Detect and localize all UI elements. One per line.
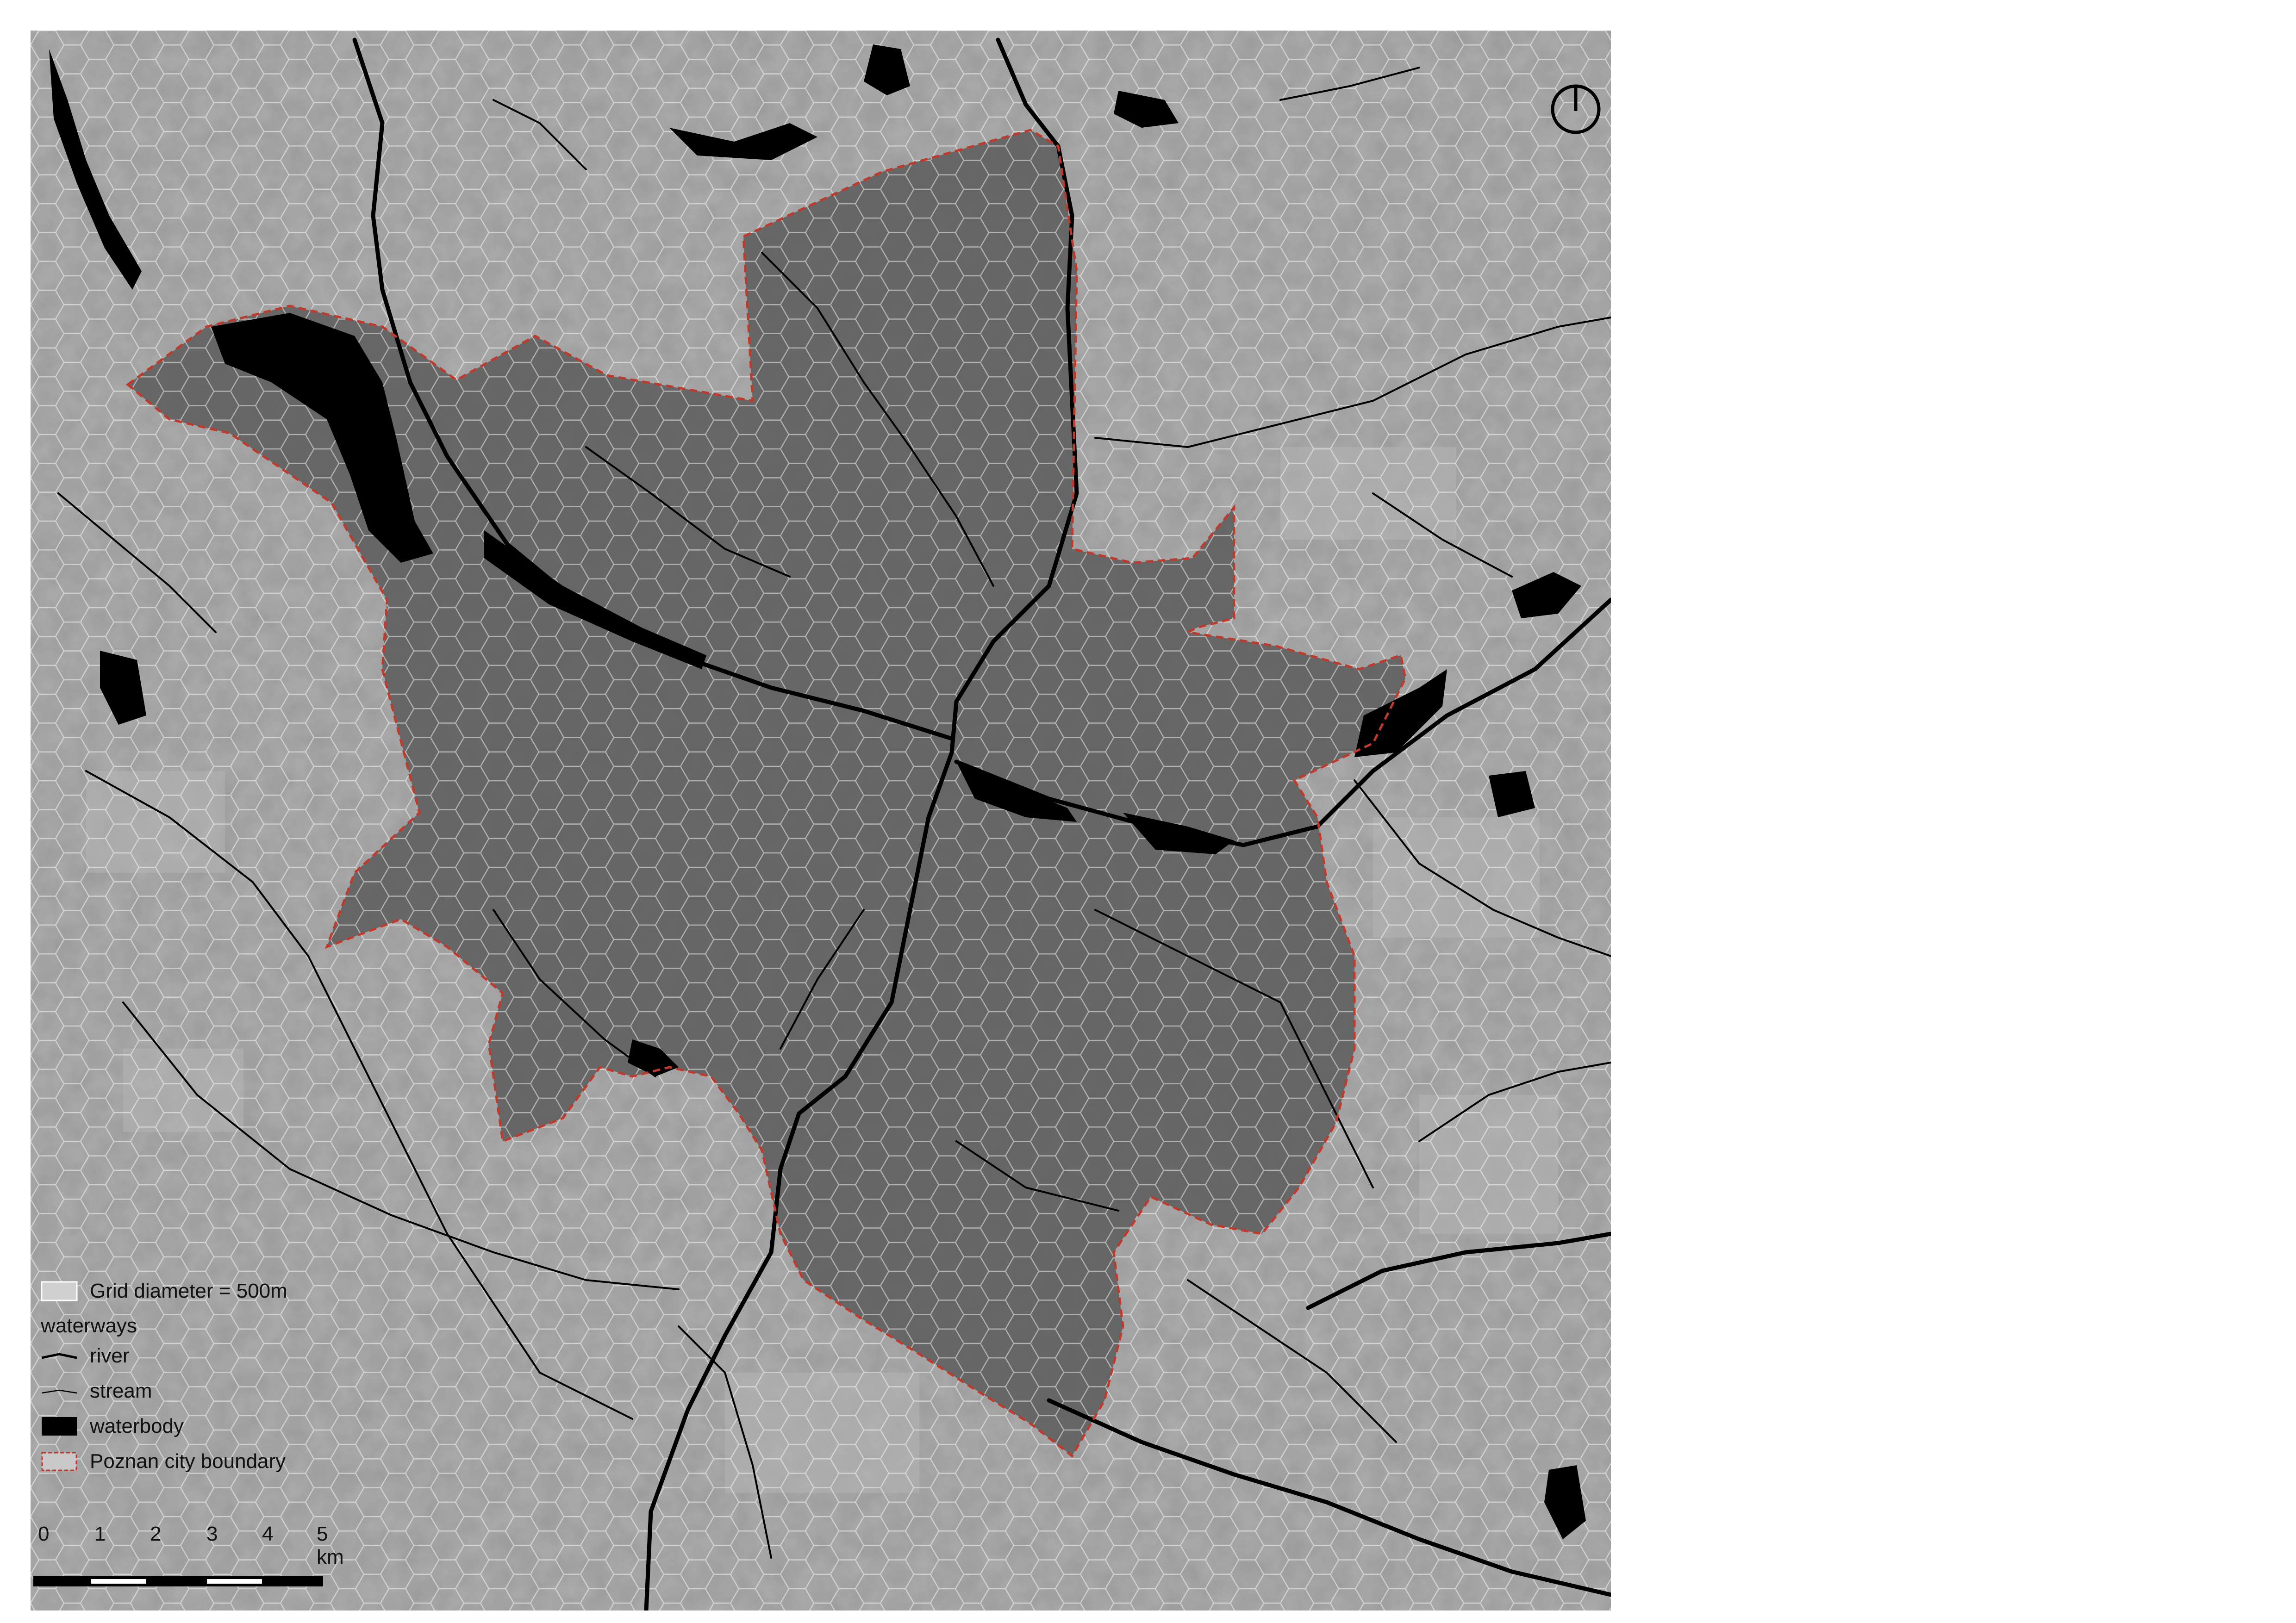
legend-waterbody-row: waterbody xyxy=(41,1412,184,1440)
river-symbol xyxy=(41,1346,78,1366)
legend-waterbody-label: waterbody xyxy=(90,1415,184,1437)
scale-tick-label: 5 km xyxy=(317,1523,344,1568)
legend-river-label: river xyxy=(90,1344,130,1367)
rivers xyxy=(352,37,1611,1611)
water-bodies xyxy=(49,44,1586,1539)
legend-boundary-label: Poznan city boundary xyxy=(90,1450,286,1473)
north-arrow-icon xyxy=(1551,84,1601,134)
scale-bar xyxy=(33,1576,323,1586)
map-panel xyxy=(31,31,1611,1611)
legend-waterways-title: waterways xyxy=(41,1314,137,1337)
legend-grid-row: Grid diameter = 500m xyxy=(41,1277,287,1305)
waterbody-symbol xyxy=(41,1416,78,1436)
streams xyxy=(57,67,1611,1559)
boundary-symbol xyxy=(41,1451,78,1472)
scale-tick-label: 3 xyxy=(206,1523,218,1545)
legend-stream-label: stream xyxy=(90,1380,152,1402)
hex-grid-symbol xyxy=(41,1281,78,1301)
satellite-map xyxy=(31,31,1611,1611)
legend-river-row: river xyxy=(41,1342,130,1370)
city-boundary xyxy=(125,129,1407,1458)
scale-tick-label: 0 xyxy=(38,1523,50,1545)
legend-boundary-row: Poznan city boundary xyxy=(41,1448,286,1475)
scale-tick-label: 1 xyxy=(94,1523,106,1545)
legend-stream-row: stream xyxy=(41,1377,152,1405)
map-legend: Grid diameter = 500m waterways river str… xyxy=(31,1277,355,1611)
hex-grid xyxy=(31,31,1611,1611)
legend-grid-label: Grid diameter = 500m xyxy=(90,1280,287,1302)
scale-tick-label: 2 xyxy=(150,1523,162,1545)
stream-symbol xyxy=(41,1381,78,1401)
scale-tick-label: 4 xyxy=(262,1523,274,1545)
